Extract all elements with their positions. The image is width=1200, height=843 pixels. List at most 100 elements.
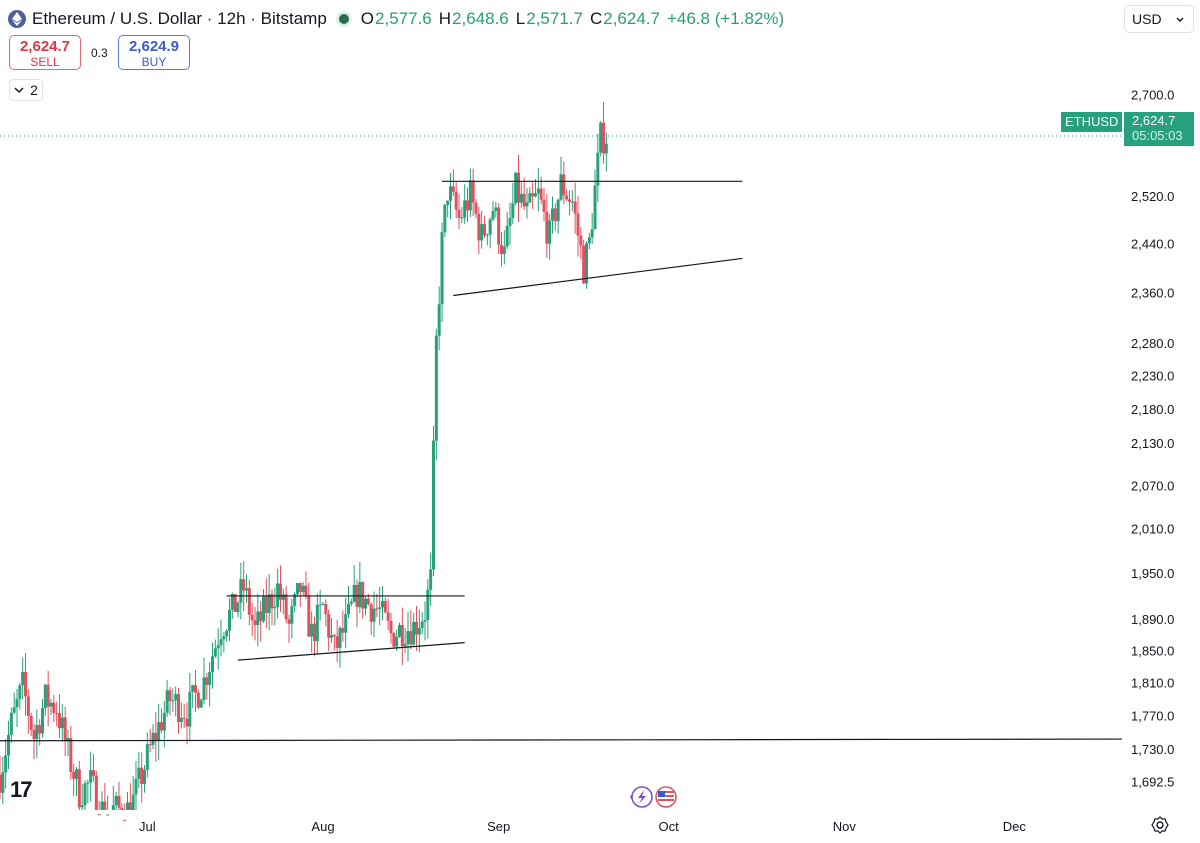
y-tick-label: 1,850.0 xyxy=(1131,644,1174,659)
candle-body xyxy=(194,685,197,693)
ohlc-low-value: 2,571.7 xyxy=(526,9,583,28)
settings-icon[interactable] xyxy=(1151,816,1169,839)
candle-body xyxy=(539,188,543,200)
economic-events[interactable] xyxy=(626,785,686,809)
candle-body xyxy=(352,584,356,602)
candle-body xyxy=(145,744,149,770)
market-status-icon[interactable] xyxy=(338,14,349,24)
ohlc-close-value: 2,624.7 xyxy=(603,9,660,28)
candle-body xyxy=(505,225,509,247)
candle-body xyxy=(321,604,325,606)
indicators-collapse-button[interactable]: 2 xyxy=(9,79,43,101)
candle-body xyxy=(301,585,305,592)
horizontal-support xyxy=(0,738,1123,742)
candle-body xyxy=(508,217,512,226)
candle-body xyxy=(480,224,484,241)
candle-body xyxy=(177,694,180,723)
y-tick-label: 1,770.0 xyxy=(1131,709,1174,724)
candle-body xyxy=(491,210,495,220)
candle-body xyxy=(332,635,336,637)
candle-body xyxy=(460,217,464,219)
x-tick-label: Nov xyxy=(833,819,857,834)
candle-body xyxy=(429,569,433,590)
candle-body xyxy=(457,209,461,219)
candle-body xyxy=(483,224,486,236)
candle-body xyxy=(0,774,2,793)
candle-body xyxy=(117,795,121,808)
candle-body xyxy=(52,702,56,713)
indicators-count: 2 xyxy=(30,82,38,98)
candle-body xyxy=(100,801,104,810)
candle-body xyxy=(451,186,455,192)
y-tick-label: 2,230.0 xyxy=(1131,369,1174,384)
trendlines xyxy=(0,180,1123,742)
candle-body xyxy=(531,193,535,197)
candle-body xyxy=(375,608,379,610)
symbol-title[interactable]: Ethereum / U.S. Dollar · 12h · Bitstamp xyxy=(32,9,327,28)
candle-body xyxy=(75,769,78,779)
candle-body xyxy=(347,603,350,615)
candle-body xyxy=(216,645,220,649)
currency-select[interactable]: USD xyxy=(1124,5,1194,33)
candle-body xyxy=(162,712,166,731)
y-tick-label: 2,360.0 xyxy=(1131,285,1174,300)
candle-body xyxy=(222,636,226,640)
candle-body xyxy=(151,732,155,745)
candle-body xyxy=(182,717,186,719)
x-tick-label: Oct xyxy=(659,819,680,834)
candle-body xyxy=(364,598,367,609)
candle-body xyxy=(437,304,441,336)
candle-body xyxy=(553,208,557,222)
ohlc-low-label: L xyxy=(515,9,526,28)
candle-body xyxy=(514,172,518,204)
candle-body xyxy=(208,671,212,685)
y-tick-label: 1,692.5 xyxy=(1131,774,1174,789)
candle-body xyxy=(327,614,331,638)
candle-body xyxy=(556,199,560,222)
candle-body xyxy=(296,583,299,595)
ohlc-change-value: +46.8 (+1.82%) xyxy=(666,9,785,28)
candle-body xyxy=(344,614,348,633)
buy-button[interactable]: 2,624.9 BUY xyxy=(118,35,190,70)
candle-body xyxy=(15,698,19,708)
candle-body xyxy=(92,770,95,776)
candle-body xyxy=(86,782,90,784)
candle-body xyxy=(434,335,438,441)
candle-body xyxy=(590,229,594,238)
candle-body xyxy=(111,805,115,810)
last-price-tag: 2,624.7 05:05:03 xyxy=(1124,112,1194,146)
candle-body xyxy=(171,700,175,702)
candle-body xyxy=(273,607,277,609)
candle-body xyxy=(46,684,50,707)
candle-body xyxy=(361,581,365,609)
candle-body xyxy=(522,193,526,207)
candle-body xyxy=(262,596,265,622)
candle-body xyxy=(579,235,583,246)
candle-body xyxy=(55,712,59,714)
candle-body xyxy=(593,185,597,230)
y-tick-label: 2,180.0 xyxy=(1131,402,1174,417)
candle-body xyxy=(358,581,362,608)
candle-body xyxy=(415,621,418,635)
candle-body xyxy=(463,200,467,218)
sell-button[interactable]: 2,624.7 SELL xyxy=(9,35,81,70)
x-tick-label: Aug xyxy=(311,819,334,834)
candle-body xyxy=(205,677,209,685)
candle-body xyxy=(131,794,135,810)
candle-body xyxy=(202,677,206,701)
candle-body xyxy=(89,770,93,783)
candle-body xyxy=(304,585,308,596)
sell-price: 2,624.7 xyxy=(19,38,71,55)
candle-body xyxy=(502,246,506,254)
tradingview-logo[interactable]: 17 xyxy=(10,777,33,802)
buy-label: BUY xyxy=(141,55,167,69)
candle-body xyxy=(179,717,183,723)
candle-body xyxy=(165,690,169,713)
candle-body xyxy=(349,601,353,604)
candle-body xyxy=(500,244,503,254)
candle-body xyxy=(423,620,427,622)
candle-body xyxy=(403,644,407,647)
candle-body xyxy=(230,593,234,611)
candle-body xyxy=(536,188,540,194)
